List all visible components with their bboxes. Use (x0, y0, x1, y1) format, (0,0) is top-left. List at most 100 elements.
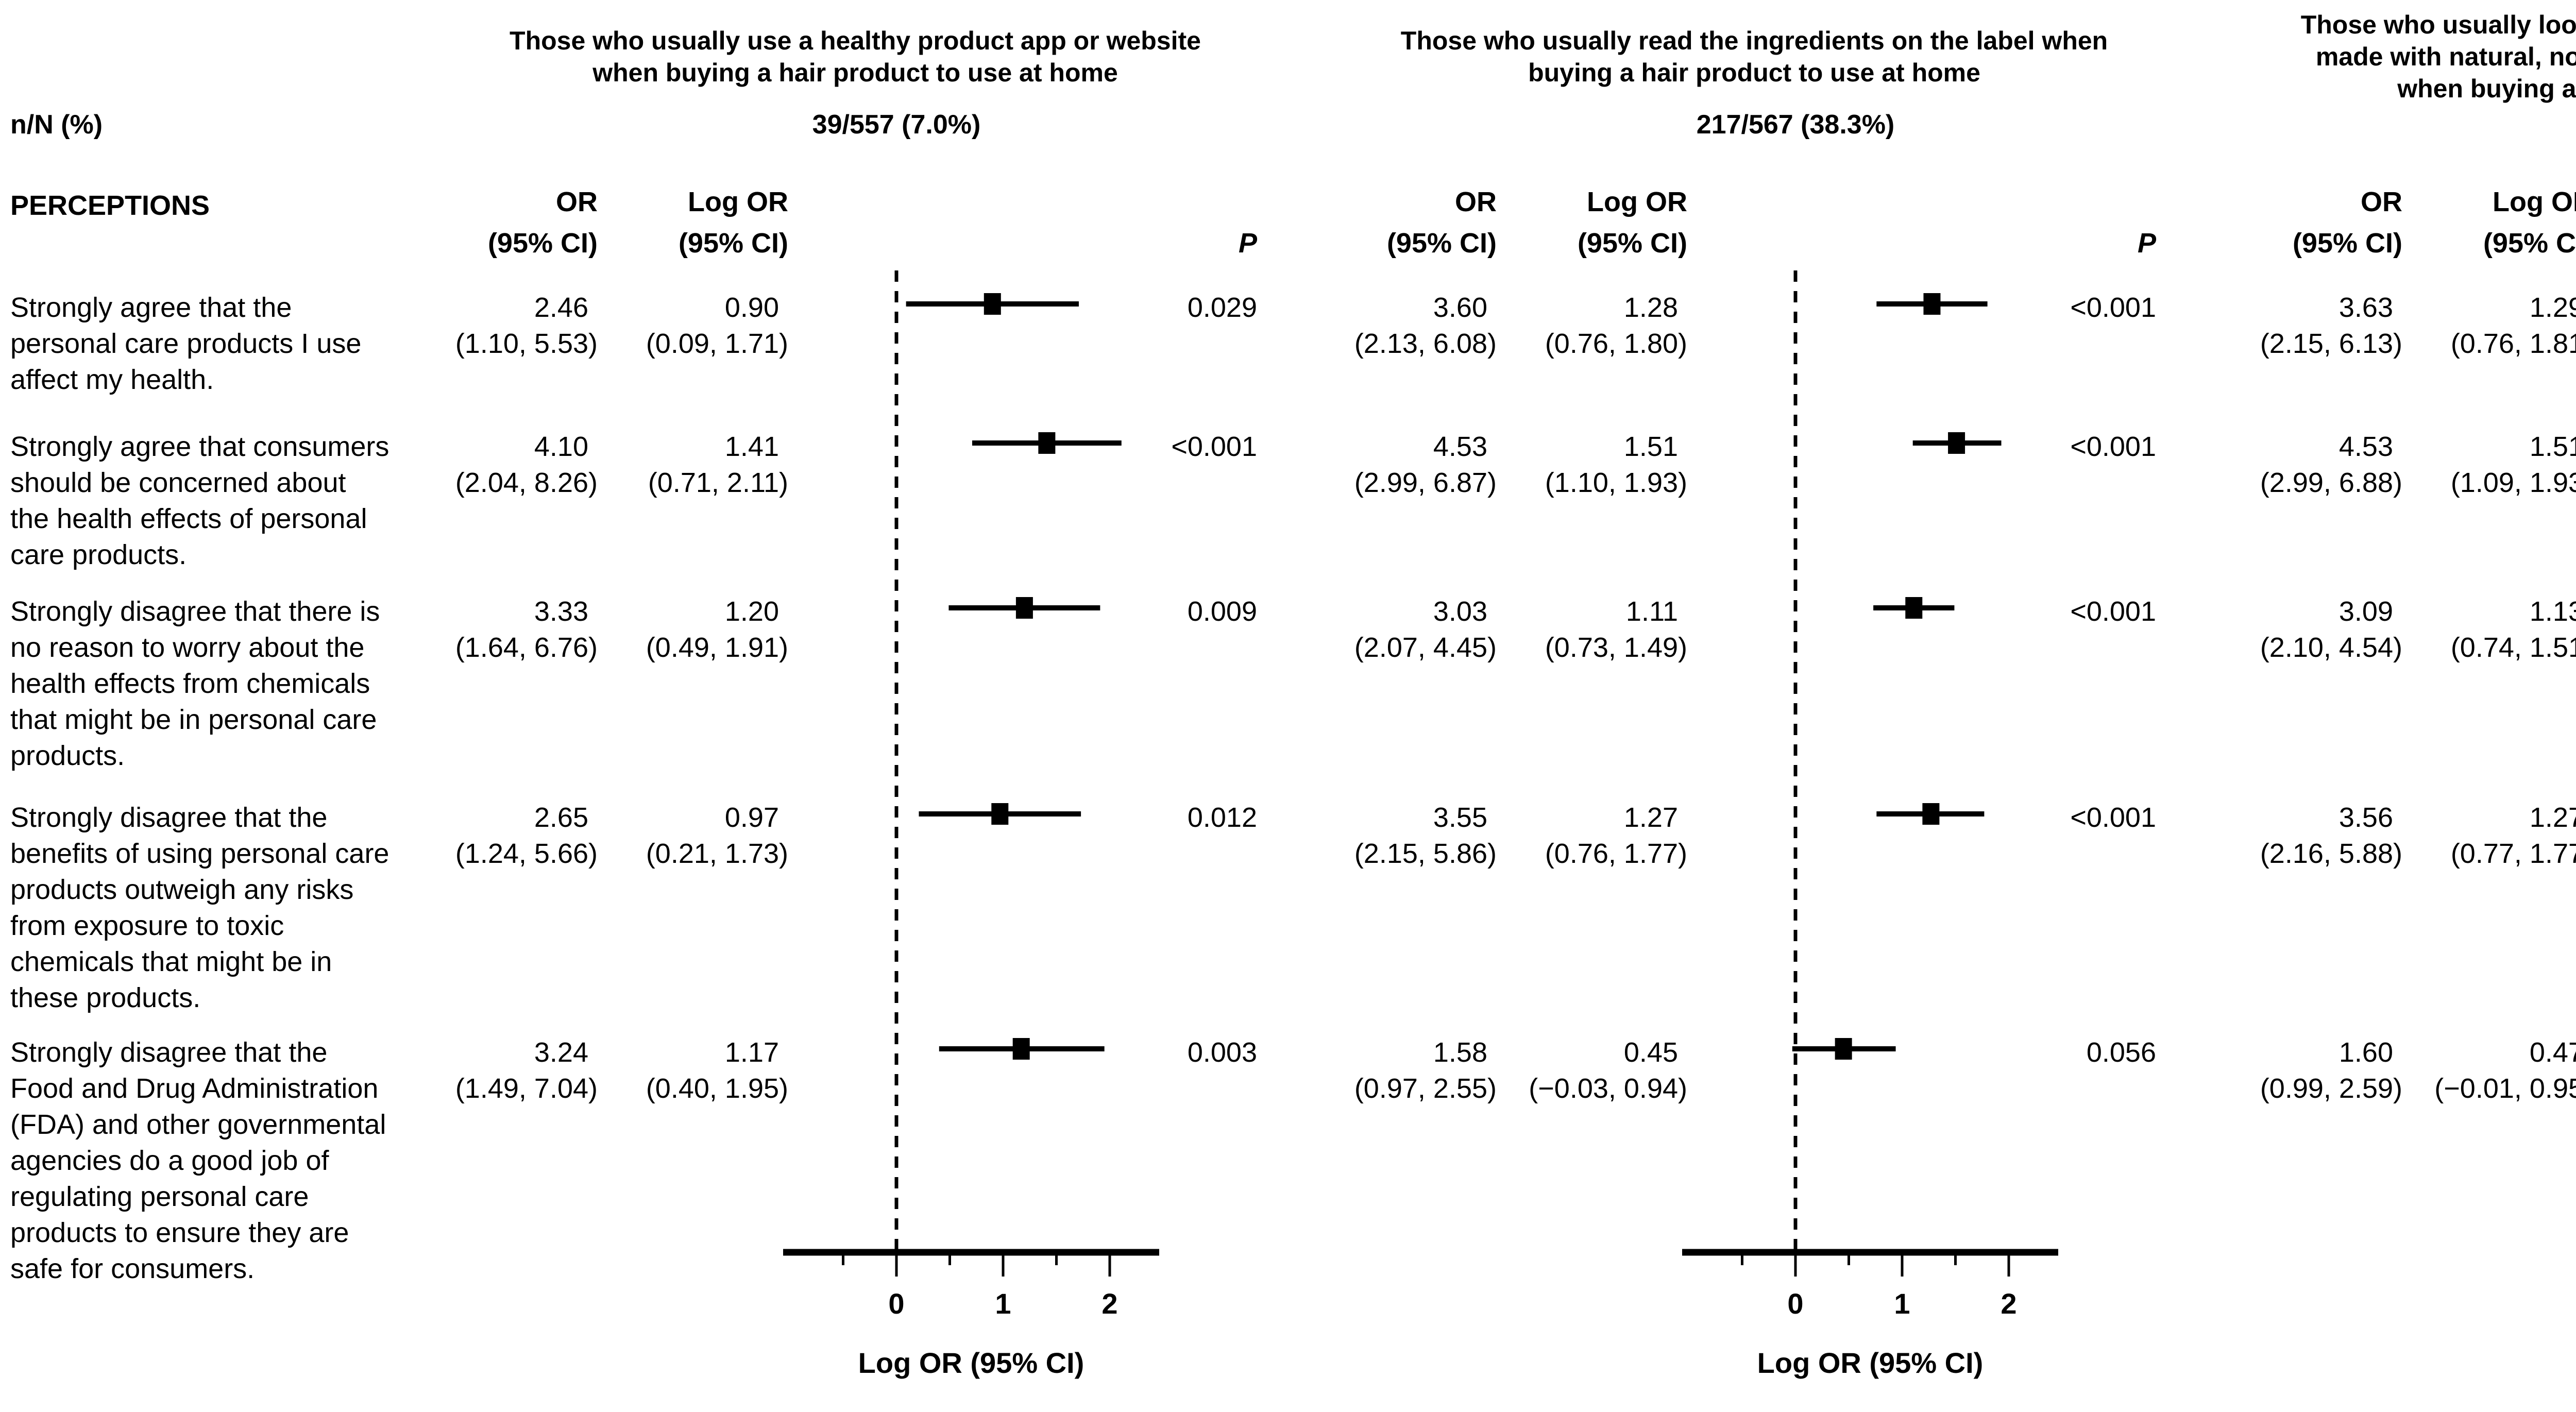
perceptions-header: PERCEPTIONS (10, 190, 210, 221)
or-value: 1.58 (1433, 1037, 1487, 1068)
p-value: <0.001 (2070, 431, 2156, 462)
or-value: 3.56 (2338, 802, 2393, 833)
or-value: 2.65 (534, 802, 588, 833)
log-or-value: 1.11 (1625, 596, 1678, 627)
or-marker (1923, 293, 1941, 315)
or-cell: 3.03 (2.07, 4.45) (1342, 593, 1497, 666)
or-value: 3.60 (1433, 292, 1487, 323)
x-axis-tick-label: 2 (1101, 1287, 1117, 1320)
log-or-ci: (0.73, 1.49) (1545, 632, 1687, 663)
or-header: OR (95% CI) (2292, 186, 2402, 259)
log-or-cell: 0.47 (−0.01, 0.95) (2413, 1034, 2576, 1107)
log-or-cell: 1.51 (1.09, 1.93) (2413, 429, 2576, 501)
log-or-value: 1.27 (2529, 802, 2576, 833)
or-cell: 3.55 (2.15, 5.86) (1342, 799, 1497, 872)
or-value: 4.10 (534, 431, 588, 462)
or-ci: (2.15, 6.13) (2260, 328, 2402, 359)
log-or-cell: 0.90 (0.09, 1.71) (608, 290, 788, 362)
or-marker (1905, 597, 1923, 619)
or-ci: (1.49, 7.04) (455, 1073, 598, 1104)
panel-title: Those who usually look for labels indica… (2300, 10, 2576, 103)
log-or-cell: 1.29 (0.76, 1.81) (2413, 290, 2576, 362)
log-or-header: Log OR (95% CI) (2483, 186, 2576, 259)
perception-label: Strongly agree that the personal care pr… (10, 292, 362, 395)
log-or-ci: (0.74, 1.51) (2450, 632, 2576, 663)
x-axis-title: Log OR (95% CI) (858, 1347, 1084, 1379)
or-ci: (2.15, 5.86) (1354, 838, 1497, 869)
log-or-cell: 1.17 (0.40, 1.95) (608, 1034, 788, 1107)
or-value: 3.63 (2338, 292, 2393, 323)
log-or-value: 1.13 (2529, 596, 2576, 627)
log-or-cell: 0.45 (−0.03, 0.94) (1507, 1034, 1687, 1107)
log-or-value: 0.90 (724, 292, 779, 323)
or-cell: 2.46 (1.10, 5.53) (443, 290, 598, 362)
perception-label: Strongly disagree that there is no reaso… (10, 596, 380, 771)
x-axis-tick-label: 1 (1894, 1287, 1910, 1320)
p-value: 0.056 (2086, 1037, 2156, 1068)
or-value: 3.24 (534, 1037, 588, 1068)
perception-label: Strongly disagree that the benefits of u… (10, 802, 389, 1013)
log-or-value: 1.28 (1623, 292, 1678, 323)
log-or-cell: 0.97 (0.21, 1.73) (608, 799, 788, 872)
or-value: 3.55 (1433, 802, 1487, 833)
p-value: 0.012 (1187, 802, 1257, 833)
or-cell: 4.10 (2.04, 8.26) (443, 429, 598, 501)
or-value: 4.53 (2338, 431, 2393, 462)
perception-label: Strongly disagree that the Food and Drug… (10, 1037, 386, 1284)
log-or-cell: 1.11 (0.73, 1.49) (1507, 593, 1687, 666)
log-or-cell: 1.27 (0.76, 1.77) (1507, 799, 1687, 872)
or-ci: (2.10, 4.54) (2260, 632, 2402, 663)
or-header: OR (95% CI) (487, 186, 598, 259)
log-or-value: 1.27 (1623, 802, 1678, 833)
log-or-cell: 1.13 (0.74, 1.51) (2413, 593, 2576, 666)
log-or-cell: 1.27 (0.77, 1.77) (2413, 799, 2576, 872)
perception-label: Strongly agree that consumers should be … (10, 431, 389, 570)
panel-title: Those who usually use a healthy product … (510, 26, 1201, 87)
or-cell: 4.53 (2.99, 6.87) (1342, 429, 1497, 501)
log-or-ci: (0.77, 1.77) (2450, 838, 2576, 869)
log-or-value: 0.45 (1623, 1037, 1678, 1068)
or-ci: (2.99, 6.88) (2260, 467, 2402, 498)
or-cell: 3.56 (2.16, 5.88) (2248, 799, 2402, 872)
x-axis-tick-label: 2 (2001, 1287, 2016, 1320)
or-ci: (2.16, 5.88) (2260, 838, 2402, 869)
log-or-cell: 1.41 (0.71, 2.11) (608, 429, 788, 501)
or-ci: (2.07, 4.45) (1354, 632, 1497, 663)
log-or-ci: (0.40, 1.95) (646, 1073, 788, 1104)
log-or-cell: 1.28 (0.76, 1.80) (1507, 290, 1687, 362)
p-value: <0.001 (2070, 292, 2156, 323)
x-axis-tick-label: 0 (1787, 1287, 1803, 1320)
log-or-value: 1.29 (2529, 292, 2576, 323)
or-ci: (2.04, 8.26) (455, 467, 598, 498)
or-cell: 2.65 (1.24, 5.66) (443, 799, 598, 872)
p-value: 0.029 (1187, 292, 1257, 323)
log-or-cell: 1.20 (0.49, 1.91) (608, 593, 788, 666)
log-or-ci: (0.76, 1.77) (1545, 838, 1687, 869)
or-cell: 4.53 (2.99, 6.88) (2248, 429, 2402, 501)
log-or-ci: (0.76, 1.81) (2450, 328, 2576, 359)
log-or-ci: (1.10, 1.93) (1545, 467, 1687, 498)
log-or-value: 1.41 (724, 431, 779, 462)
log-or-ci: (−0.01, 0.95) (2434, 1073, 2576, 1104)
or-cell: 3.24 (1.49, 7.04) (443, 1034, 598, 1107)
p-header: P (1238, 228, 1257, 259)
log-or-ci: (0.76, 1.80) (1545, 328, 1687, 359)
p-value: 0.009 (1187, 596, 1257, 627)
log-or-value: 1.51 (2529, 431, 2576, 462)
or-value: 2.46 (534, 292, 588, 323)
p-value: <0.001 (2070, 802, 2156, 833)
log-or-header: Log OR (95% CI) (678, 186, 788, 259)
or-marker (1835, 1038, 1852, 1060)
log-or-ci: (−0.03, 0.94) (1529, 1073, 1687, 1104)
or-marker (1012, 1038, 1030, 1060)
panel-n-value: 217/567 (38.3%) (1696, 110, 1895, 140)
x-axis-tick-label: 1 (995, 1287, 1011, 1320)
or-marker (991, 803, 1009, 825)
or-value: 1.60 (2338, 1037, 2393, 1068)
or-ci: (0.99, 2.59) (2260, 1073, 2402, 1104)
log-or-cell: 1.51 (1.10, 1.93) (1507, 429, 1687, 501)
